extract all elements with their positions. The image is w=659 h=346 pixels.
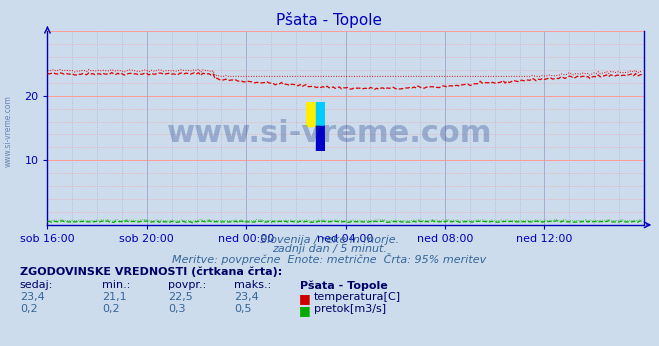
- Text: Pšata - Topole: Pšata - Topole: [300, 280, 387, 291]
- Text: ■: ■: [299, 304, 311, 317]
- Bar: [306, 102, 316, 126]
- Text: Meritve: povprečne  Enote: metrične  Črta: 95% meritev: Meritve: povprečne Enote: metrične Črta:…: [173, 253, 486, 265]
- Text: 0,2: 0,2: [102, 304, 120, 315]
- Text: ■: ■: [299, 292, 311, 305]
- Text: 23,4: 23,4: [234, 292, 259, 302]
- Text: Slovenija / reke in morje.: Slovenija / reke in morje.: [260, 235, 399, 245]
- Text: maks.:: maks.:: [234, 280, 272, 290]
- Bar: [316, 126, 325, 151]
- Text: zadnji dan / 5 minut.: zadnji dan / 5 minut.: [272, 244, 387, 254]
- Text: 0,2: 0,2: [20, 304, 38, 315]
- Text: temperatura[C]: temperatura[C]: [314, 292, 401, 302]
- Text: 0,5: 0,5: [234, 304, 252, 315]
- Text: 23,4: 23,4: [20, 292, 45, 302]
- Text: povpr.:: povpr.:: [168, 280, 206, 290]
- Text: www.si-vreme.com: www.si-vreme.com: [167, 119, 492, 148]
- Text: ZGODOVINSKE VREDNOSTI (črtkana črta):: ZGODOVINSKE VREDNOSTI (črtkana črta):: [20, 266, 282, 277]
- Text: min.:: min.:: [102, 280, 130, 290]
- Text: www.si-vreme.com: www.si-vreme.com: [3, 95, 13, 167]
- Text: Pšata - Topole: Pšata - Topole: [277, 12, 382, 28]
- Text: 22,5: 22,5: [168, 292, 193, 302]
- Text: pretok[m3/s]: pretok[m3/s]: [314, 304, 386, 315]
- Text: sedaj:: sedaj:: [20, 280, 53, 290]
- Text: 21,1: 21,1: [102, 292, 127, 302]
- Text: 0,3: 0,3: [168, 304, 186, 315]
- Bar: [316, 102, 325, 126]
